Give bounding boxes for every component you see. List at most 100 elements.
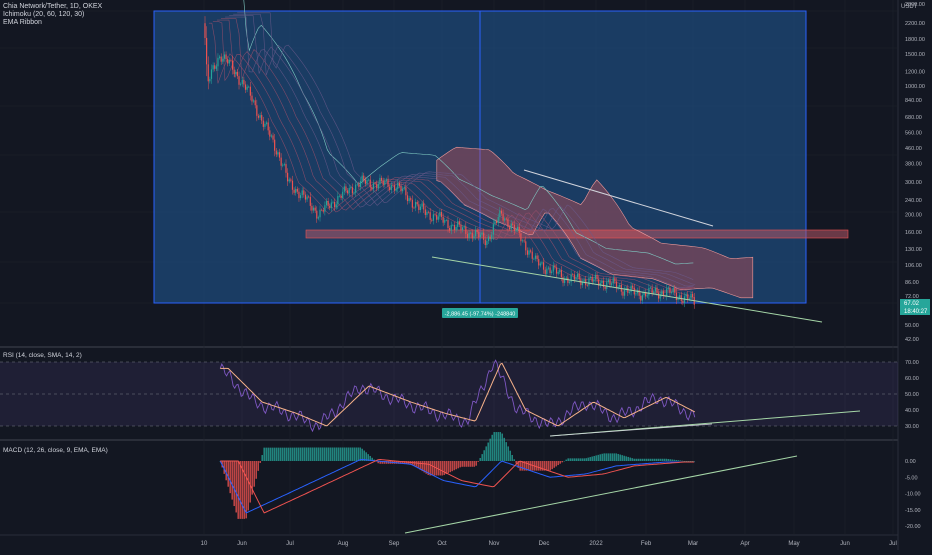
price-tick: 300.00 [905, 180, 922, 186]
macd-bar [495, 432, 497, 461]
candle-body [536, 255, 538, 260]
signal-line[interactable] [220, 458, 695, 514]
candle-body [573, 274, 575, 280]
macd-bar [365, 452, 367, 461]
price-axis[interactable]: 2800.00 2200.00 1800.00 1500.00 1200.00 1000.… [905, 2, 925, 343]
price-tick: 560.00 [905, 130, 922, 136]
candle-body [614, 278, 616, 282]
candle-body [267, 122, 269, 131]
macd-bar [671, 459, 673, 461]
macd-bar [339, 447, 341, 461]
candle-body [290, 179, 292, 181]
candle-body [335, 204, 337, 208]
candle-body [445, 220, 447, 221]
candle-body [387, 179, 389, 187]
candle-body [533, 258, 535, 260]
macd-line[interactable] [219, 458, 695, 514]
candle-body [259, 115, 261, 118]
macd-tick: -20.00 [905, 524, 921, 530]
macd-bar [551, 461, 553, 470]
candle-body [491, 234, 493, 240]
candle-body [632, 285, 634, 288]
price-tick: 460.00 [905, 146, 922, 152]
candle-body [419, 206, 422, 210]
macd-bar [545, 461, 547, 471]
time-tick: Apr [740, 541, 749, 547]
symbol-title[interactable]: Chia Network/Tether, 1D, OKEX [3, 3, 103, 10]
macd-bar [467, 461, 469, 467]
macd-bar [629, 457, 631, 461]
candle-body [599, 282, 601, 286]
candle-body [415, 202, 417, 208]
ema-ribbon-label[interactable]: EMA Ribbon [3, 19, 42, 26]
macd-bar [627, 456, 629, 461]
candle-body [505, 218, 507, 220]
candle-body [478, 231, 480, 238]
candle-body [589, 276, 592, 278]
macd-bar [657, 458, 659, 461]
macd-trendline[interactable] [404, 455, 798, 534]
macd-bar [421, 461, 423, 472]
rsi-tick: 60.00 [905, 376, 919, 382]
candle-body [575, 277, 577, 280]
macd-bar [383, 461, 385, 464]
candle-body [530, 250, 532, 252]
macd-bar [263, 447, 265, 461]
candle-body [549, 267, 551, 274]
candle-body [355, 184, 357, 193]
macd-bar [525, 461, 527, 471]
macd-bar [247, 461, 249, 511]
candle-body [685, 294, 687, 297]
macd-bar [597, 454, 599, 461]
macd-bar [261, 455, 263, 461]
macd-bar [377, 461, 379, 464]
candle-body [340, 195, 342, 199]
candle-body [351, 187, 354, 194]
time-axis[interactable]: 10 Jun Jul Aug Sep Oct Nov Dec 2022 Feb Mar Apr May J… [201, 541, 897, 547]
candle-body [552, 265, 554, 272]
candle-body [236, 71, 238, 77]
macd-bar [675, 459, 677, 461]
macd-bar [323, 447, 325, 461]
candle-body [654, 287, 656, 292]
rsi-axis[interactable]: 70.00 60.00 50.00 40.00 30.00 [905, 360, 919, 430]
candle-body [483, 232, 485, 240]
candle-body [513, 224, 516, 232]
candle-body [369, 179, 371, 188]
candle-body [641, 295, 643, 301]
macd-bar [257, 461, 259, 471]
macd-bar [639, 458, 641, 461]
macd-bar [433, 461, 435, 476]
macd-label: MACD (12, 26, close, 9, EMA, EMA) [3, 447, 108, 454]
macd-bar [541, 461, 543, 471]
lower-trendline[interactable] [431, 256, 823, 323]
macd-axis[interactable]: 0.00 -5.00 -10.00 -15.00 -20.00 [905, 459, 921, 530]
candle-body [646, 295, 648, 297]
time-tick: May [788, 541, 799, 547]
upper-trendline[interactable] [523, 169, 714, 227]
candle-body [486, 241, 488, 246]
candle-body [330, 202, 332, 209]
macd-bar [315, 447, 317, 461]
ichimoku-baseline [243, 0, 694, 265]
candle-body [572, 274, 574, 275]
price-tick: 1000.00 [905, 84, 925, 90]
candle-body [658, 292, 660, 299]
rsi-support-line[interactable] [549, 423, 713, 437]
macd-bar [485, 446, 487, 461]
macd-bar [687, 461, 689, 462]
candle-body [645, 292, 647, 297]
macd-bar [251, 461, 253, 495]
macd-bar [449, 461, 451, 473]
macd-bar [419, 461, 421, 470]
ichimoku-label[interactable]: Ichimoku (20, 60, 120, 30) [3, 11, 85, 18]
candle-body [231, 60, 234, 70]
price-tick: 42.00 [905, 337, 919, 343]
macd-bar [341, 447, 343, 461]
macd-bar [355, 447, 357, 461]
rsi-ma-line[interactable] [220, 362, 696, 427]
candle-body [515, 229, 517, 232]
resistance-zone[interactable] [305, 229, 849, 239]
